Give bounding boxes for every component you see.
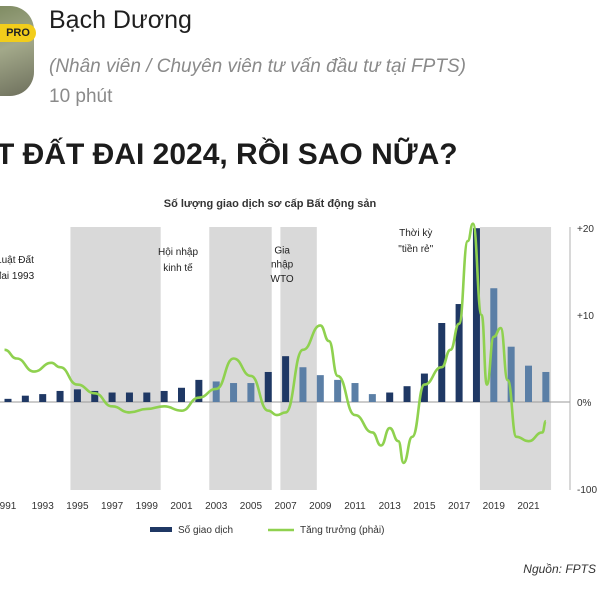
- bar: [472, 228, 480, 402]
- bar: [386, 392, 394, 402]
- x-tick-label: 2005: [240, 501, 263, 512]
- source-note: Nguồn: FPTS: [523, 562, 596, 576]
- post-header: PRO Bạch Dương (Nhân viên / Chuyên viên …: [0, 0, 600, 120]
- chart-annotation: "tiền rẻ": [398, 243, 433, 255]
- bar: [143, 392, 151, 402]
- x-tick-label: 1993: [32, 501, 55, 512]
- y2-tick-label: 0%: [577, 398, 592, 409]
- bar: [73, 389, 81, 402]
- chart-legend: Số giao dịch Tăng trưởng (phải): [150, 524, 384, 536]
- x-tick-label: 2017: [448, 501, 471, 512]
- bar: [438, 323, 446, 402]
- chart-annotation: nhập: [271, 260, 294, 271]
- x-tick-label: 1997: [101, 501, 124, 512]
- bar: [195, 379, 203, 402]
- bar: [230, 383, 238, 402]
- chart-title: Số lượng giao dịch sơ cấp Bất động sản: [164, 198, 377, 210]
- chart-annotation: đai 1993: [0, 271, 35, 282]
- chart-annotation: kinh tế: [163, 262, 193, 274]
- bar: [299, 367, 307, 402]
- chart-annotation: Luật Đất: [0, 254, 34, 266]
- x-tick-label: 991: [0, 501, 17, 512]
- bar: [351, 383, 359, 402]
- article-title: T ĐẤT ĐAI 2024, RỒI SAO NỮA?: [0, 138, 458, 171]
- post-time: 10 phút: [49, 86, 113, 107]
- legend-label-bars: Số giao dịch: [178, 524, 233, 536]
- chart-labels: Số lượng giao dịch sơ cấp Bất động sản 99…: [0, 198, 597, 512]
- bar: [455, 304, 463, 402]
- bar: [4, 398, 12, 402]
- bar: [91, 390, 99, 402]
- chart-annotation: Thời kỳ: [399, 228, 432, 239]
- bar: [282, 356, 290, 402]
- bar: [212, 381, 220, 402]
- bar: [56, 390, 64, 402]
- bar: [316, 375, 324, 402]
- bar: [507, 346, 515, 402]
- bar: [525, 365, 532, 402]
- bar: [368, 394, 376, 402]
- x-tick-label: 1995: [66, 501, 89, 512]
- y2-tick-label: -100: [577, 485, 597, 496]
- shaded-period: [70, 227, 161, 490]
- chart-annotation: Gia: [274, 246, 290, 257]
- bar: [21, 395, 29, 402]
- bar: [125, 392, 133, 402]
- y2-tick-label: +10: [577, 311, 594, 322]
- x-tick-label: 2019: [483, 501, 506, 512]
- bar-series: [4, 228, 550, 402]
- bar: [160, 390, 168, 402]
- growth-series: [4, 222, 548, 465]
- author-name[interactable]: Bạch Dương: [49, 6, 192, 34]
- shaded-period: [209, 227, 272, 490]
- author-role: (Nhân viên / Chuyên viên tư vấn đầu tư t…: [49, 56, 466, 77]
- bar: [264, 371, 272, 402]
- x-tick-label: 2015: [413, 501, 436, 512]
- x-tick-label: 2021: [517, 501, 540, 512]
- bar: [108, 392, 116, 402]
- bar: [178, 387, 185, 402]
- y2-tick-label: +20: [577, 224, 594, 235]
- chart-image: Số lượng giao dịch sơ cấp Bất động sản 99…: [0, 198, 597, 536]
- x-tick-label: 2001: [170, 501, 193, 512]
- bar: [247, 383, 255, 402]
- legend-label-line: Tăng trưởng (phải): [300, 524, 384, 536]
- legend-swatch-bars: [150, 527, 172, 532]
- x-tick-label: 2009: [309, 501, 332, 512]
- shaded-periods: [70, 227, 552, 490]
- pro-badge: PRO: [0, 24, 36, 42]
- bar: [542, 371, 550, 402]
- bar: [403, 386, 411, 402]
- avatar[interactable]: [0, 6, 34, 96]
- x-tick-label: 2011: [344, 501, 366, 512]
- x-tick-label: 2003: [205, 501, 228, 512]
- x-tick-label: 1999: [136, 501, 159, 512]
- bar: [490, 288, 498, 402]
- bar: [334, 379, 342, 402]
- x-tick-label: 2007: [274, 501, 297, 512]
- bar: [420, 373, 428, 402]
- bar: [39, 394, 47, 402]
- chart-annotation: WTO: [271, 274, 294, 285]
- chart-annotation: Hội nhập: [158, 247, 198, 258]
- x-tick-label: 2013: [379, 501, 402, 512]
- growth-line: [4, 222, 548, 465]
